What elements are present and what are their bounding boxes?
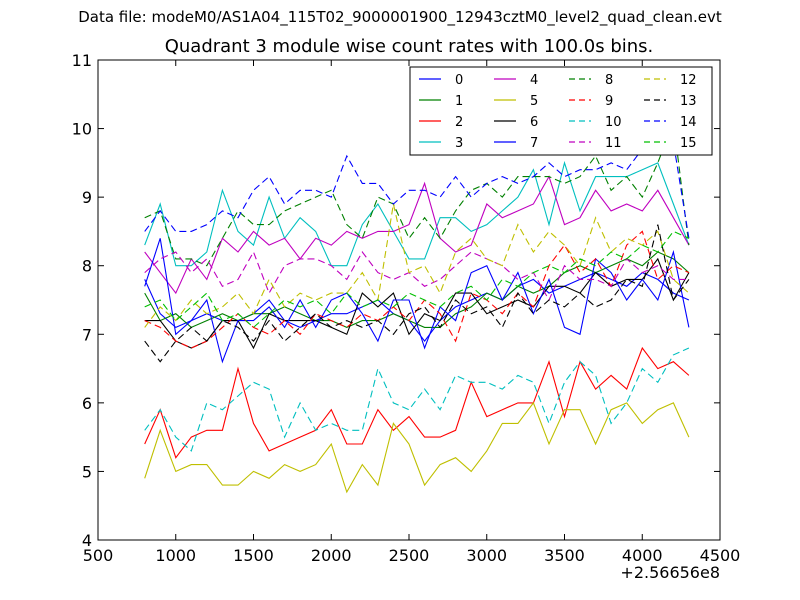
- series-line-3: [144, 160, 690, 267]
- series-layer: [144, 121, 690, 494]
- legend-label-3: 3: [455, 136, 463, 151]
- legend-frame: [409, 66, 713, 156]
- legend-label-4: 4: [530, 73, 538, 88]
- y-tick-label: 7: [82, 325, 92, 344]
- y-tick-label: 11: [72, 51, 92, 70]
- x-axis-offset-label: +2.56656e8: [620, 563, 720, 582]
- x-tick-label: 4500: [700, 546, 741, 565]
- series-line-8: [144, 121, 690, 267]
- series-line-4: [144, 175, 690, 295]
- legend-label-13: 13: [680, 94, 697, 109]
- axis-ticks: 500 1000 1500 2000 2500 3000 3500 4000 4500 4 5 6 7 8…: [72, 51, 741, 565]
- legend-label-14: 14: [680, 115, 697, 130]
- x-tick-label: 2000: [311, 546, 352, 565]
- legend-label-2: 2: [455, 115, 463, 130]
- legend-label-8: 8: [605, 73, 613, 88]
- series-line-2: [144, 346, 690, 459]
- series-line-14: [144, 141, 690, 239]
- legend-label-9: 9: [605, 94, 613, 109]
- legend-label-10: 10: [605, 115, 622, 130]
- y-tick-label: 10: [72, 120, 92, 139]
- legend-label-7: 7: [530, 136, 538, 151]
- series-line-5: [144, 401, 690, 494]
- x-tick-label: 1000: [155, 546, 196, 565]
- series-line-7: [144, 238, 690, 364]
- y-tick-label: 6: [82, 394, 92, 413]
- series-line-12: [144, 203, 690, 328]
- legend-label-5: 5: [530, 94, 538, 109]
- y-tick-label: 8: [82, 257, 92, 276]
- series-line-1: [144, 251, 690, 329]
- legend-label-0: 0: [455, 73, 463, 88]
- legend-label-15: 15: [680, 136, 697, 151]
- y-tick-label: 4: [82, 531, 92, 550]
- legend-label-11: 11: [605, 136, 622, 151]
- legend-label-6: 6: [530, 115, 538, 130]
- series-line-11: [144, 250, 689, 302]
- y-tick-label: 5: [82, 462, 92, 481]
- series-line-13: [144, 224, 690, 363]
- x-tick-label: 4000: [622, 546, 663, 565]
- legend-label-1: 1: [455, 94, 463, 109]
- x-tick-label: 500: [83, 546, 114, 565]
- x-tick-label: 3500: [544, 546, 585, 565]
- figure-supertitle: Data file: modeM0/AS1A04_115T02_90000019…: [78, 8, 722, 26]
- legend-label-12: 12: [680, 73, 697, 88]
- x-tick-label: 3000: [466, 546, 507, 565]
- x-tick-label: 2500: [389, 546, 430, 565]
- plot-title: Quadrant 3 module wise count rates with …: [164, 36, 654, 57]
- y-tick-label: 9: [82, 188, 92, 207]
- x-tick-label: 1500: [233, 546, 274, 565]
- series-line-10: [144, 347, 690, 452]
